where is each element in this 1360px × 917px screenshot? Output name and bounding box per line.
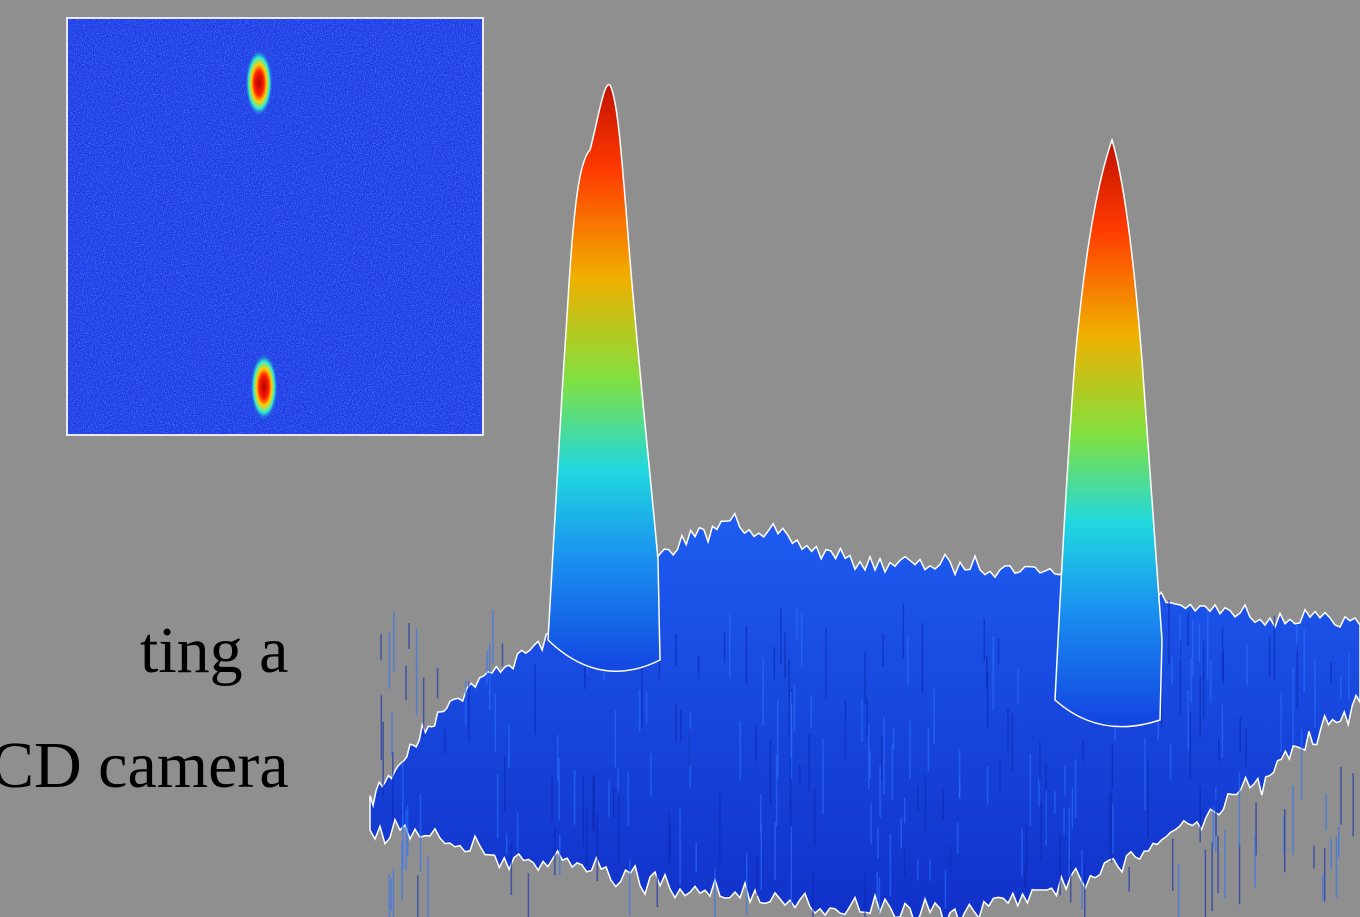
slide-canvas: ting a CD camera <box>0 0 1360 917</box>
spot <box>245 49 273 117</box>
slide: {"text": {"lines": ["ting a", "CD camera… <box>0 0 1360 917</box>
spot <box>250 353 278 421</box>
surface-plot <box>370 85 1360 917</box>
caption-line: ting a <box>140 614 288 687</box>
caption-line: CD camera <box>0 729 289 802</box>
surface-peak <box>1055 140 1162 727</box>
surface-peak <box>548 85 660 672</box>
camera-image <box>67 18 483 435</box>
